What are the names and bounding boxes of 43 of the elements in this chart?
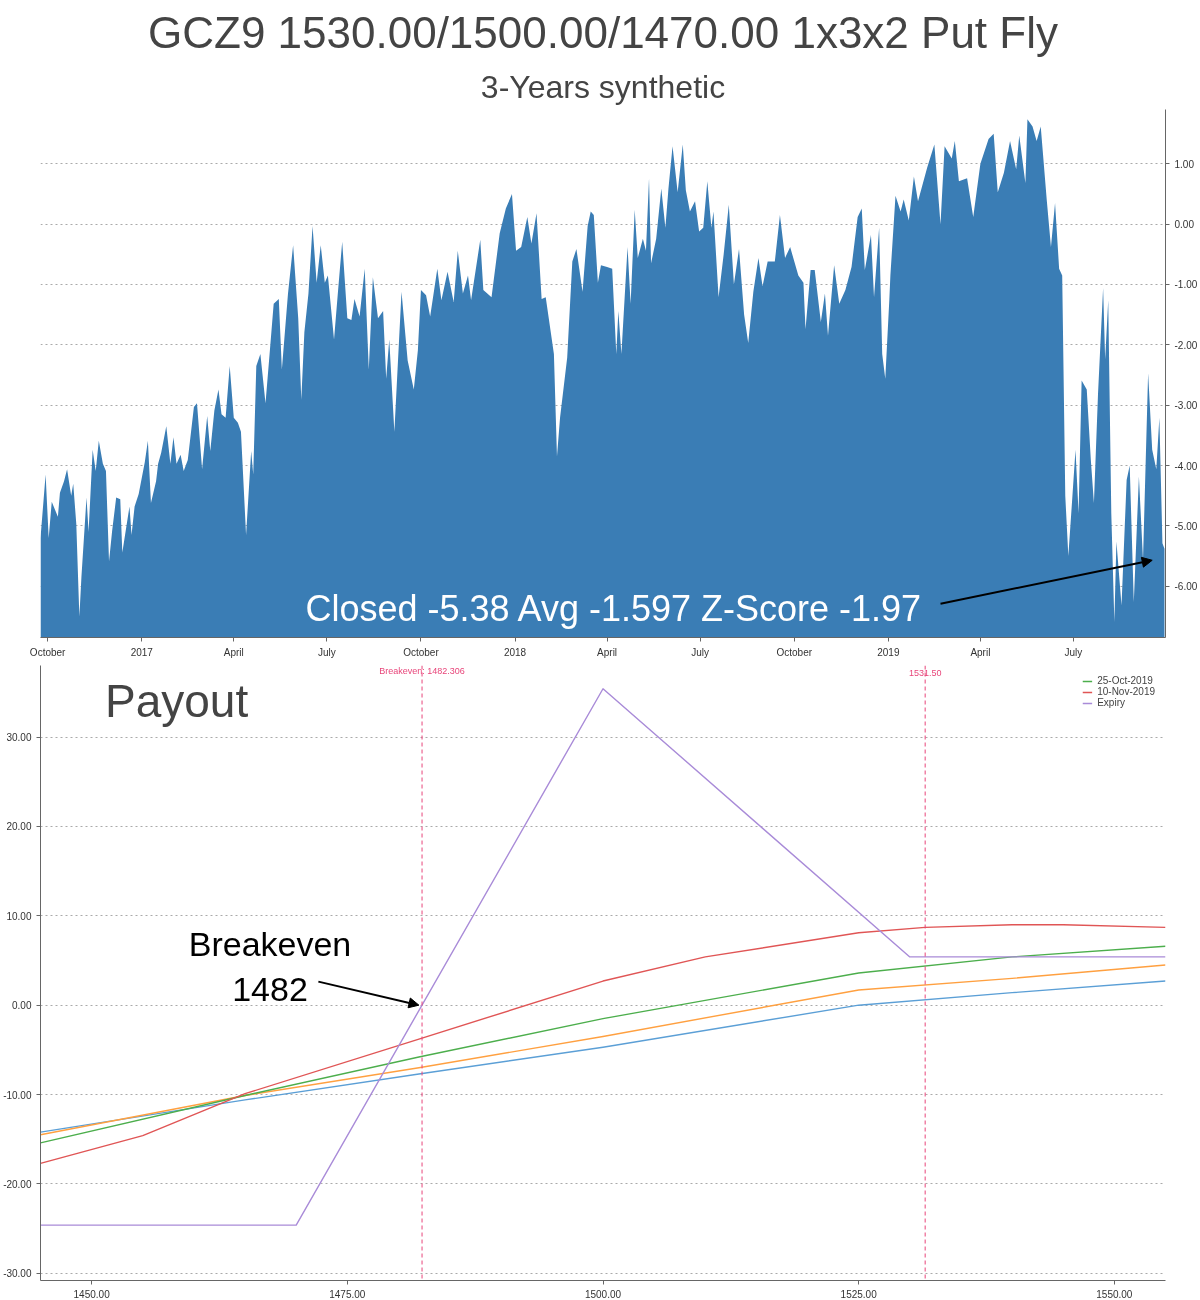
x-tick-label: 1475.00 — [329, 1288, 366, 1300]
x-tick-label: 2017 — [130, 646, 154, 658]
line-series — [40, 924, 1166, 1165]
legend-label: 10-Nov-2019 — [1097, 686, 1155, 697]
x-tick-label: 1550.00 — [1096, 1288, 1133, 1300]
legend-label: 25-Oct-2019 — [1097, 675, 1153, 686]
legend-label: Expiry — [1097, 697, 1125, 708]
x-tick-label: April — [597, 646, 618, 658]
y-tick-label: -4.00 — [1174, 460, 1198, 472]
y-tick-label: -6.00 — [1174, 581, 1198, 593]
y-tick-label: 20.00 — [6, 821, 32, 833]
x-tick-label: 1450.00 — [73, 1288, 111, 1300]
x-tick-label: 1525.00 — [840, 1288, 878, 1300]
annotation: Breakeven 1482 — [188, 925, 352, 1008]
x-tick-label: April — [970, 646, 991, 658]
y-tick-label: 1.00 — [1174, 158, 1195, 170]
y-tick-label: 0.00 — [12, 1000, 32, 1012]
x-tick-label: October — [776, 646, 813, 658]
y-tick-label: 10.00 — [6, 910, 32, 922]
x-tick-label: October — [403, 646, 440, 658]
y-tick-label: -1.00 — [1174, 279, 1198, 291]
y-tick-label: -2.00 — [1174, 339, 1198, 351]
ref-line-label: 1531.50 — [908, 667, 942, 678]
chart-title: Payout — [105, 675, 249, 728]
y-tick-label: 0.00 — [1174, 219, 1195, 231]
ref-line-label: Breakeven: 1482.306 — [379, 665, 465, 676]
y-tick-label: -20.00 — [3, 1178, 32, 1190]
x-tick-label: April — [223, 646, 244, 658]
x-tick-label: July — [1064, 646, 1083, 658]
x-tick-label: 2018 — [503, 646, 527, 658]
x-tick-label: July — [691, 646, 710, 658]
x-tick-label: July — [317, 646, 336, 658]
x-tick-label: 1500.00 — [584, 1288, 622, 1300]
chart-subtitle: 3-Years synthetic — [480, 68, 726, 105]
x-tick-label: October — [29, 646, 67, 658]
y-tick-label: 30.00 — [6, 732, 32, 744]
x-tick-label: 2019 — [877, 646, 900, 658]
y-tick-label: -30.00 — [3, 1268, 32, 1280]
y-tick-label: -5.00 — [1174, 520, 1198, 532]
annotation: Closed -5.38 Avg -1.597 Z-Score -1.97 — [305, 587, 922, 629]
y-tick-label: -3.00 — [1174, 400, 1198, 412]
chart-title: GCZ9 1530.00/1500.00/1470.00 1x3x2 Put Fly — [148, 7, 1058, 57]
y-tick-label: -10.00 — [3, 1089, 32, 1101]
